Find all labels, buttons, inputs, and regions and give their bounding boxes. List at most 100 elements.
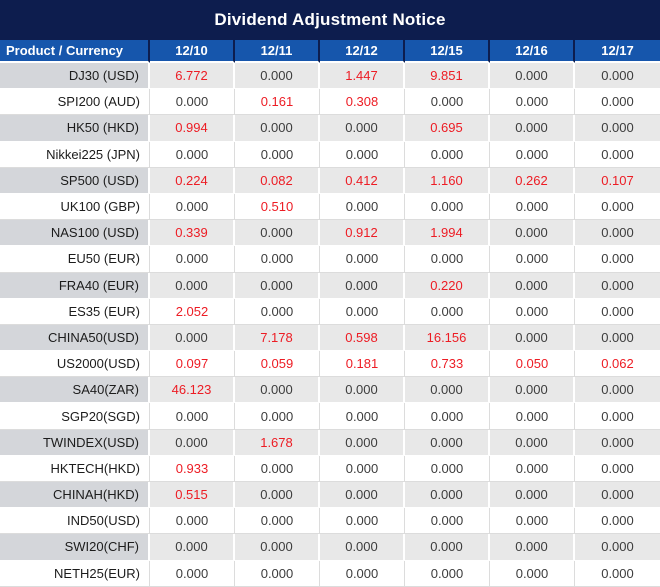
dividend-value: 0.050	[490, 351, 575, 378]
dividend-value: 0.000	[575, 508, 660, 535]
column-header-date-5: 12/16	[490, 40, 575, 63]
table-row: US2000(USD) 0.097 0.059 0.181 0.733 0.050 0.06…	[0, 351, 660, 378]
table-row: TWINDEX(USD) 0.000 1.678 0.000 0.000 0.000 0.0…	[0, 429, 660, 456]
dividend-value: 0.000	[235, 141, 320, 168]
dividend-value: 0.912	[320, 220, 405, 247]
dividend-value: 0.695	[405, 115, 490, 142]
dividend-value: 0.000	[235, 298, 320, 325]
dividend-value: 0.000	[320, 429, 405, 456]
column-header-date-2: 12/11	[235, 40, 320, 63]
dividend-value: 0.000	[235, 534, 320, 561]
dividend-value: 0.161	[235, 89, 320, 116]
table-row: UK100 (GBP) 0.000 0.510 0.000 0.000 0.000 0.00…	[0, 193, 660, 221]
dividend-value: 1.678	[235, 429, 320, 456]
product-label: UK100 (GBP)	[0, 193, 150, 221]
dividend-value: 0.000	[405, 377, 490, 404]
dividend-value: 0.000	[150, 534, 235, 561]
table-row: HKTECH(HKD) 0.933 0.000 0.000 0.000 0.000 0.00…	[0, 455, 660, 482]
dividend-value: 0.062	[575, 351, 660, 378]
dividend-value: 0.082	[235, 167, 320, 194]
dividend-value: 0.000	[320, 246, 405, 273]
dividend-value: 0.000	[575, 298, 660, 325]
column-header-date-6: 12/17	[575, 40, 660, 63]
table-row: SA40(ZAR) 46.123 0.000 0.000 0.000 0.000 0.000	[0, 377, 660, 404]
product-label: HKTECH(HKD)	[0, 455, 150, 482]
dividend-value: 0.224	[150, 167, 235, 194]
table-body: DJ30 (USD) 6.772 0.000 1.447 9.851 0.000 0.000…	[0, 63, 660, 587]
dividend-value: 0.000	[320, 115, 405, 142]
dividend-value: 0.000	[320, 272, 405, 299]
dividend-value: 0.000	[405, 560, 490, 587]
dividend-value: 0.733	[405, 351, 490, 378]
product-label: SGP20(SGD)	[0, 403, 150, 430]
dividend-value: 0.262	[490, 167, 575, 194]
dividend-value: 0.000	[575, 89, 660, 116]
dividend-value: 0.000	[150, 429, 235, 456]
dividend-value: 0.000	[405, 455, 490, 482]
dividend-value: 0.000	[490, 560, 575, 587]
product-label: SWI20(CHF)	[0, 534, 150, 561]
dividend-value: 0.000	[490, 429, 575, 456]
table-row: NETH25(EUR) 0.000 0.000 0.000 0.000 0.000 0.00…	[0, 560, 660, 587]
table-row: SPI200 (AUD) 0.000 0.161 0.308 0.000 0.000 0.0…	[0, 89, 660, 116]
product-label: NAS100 (USD)	[0, 220, 150, 247]
dividend-value: 0.107	[575, 167, 660, 194]
dividend-value: 0.220	[405, 272, 490, 299]
dividend-value: 0.000	[235, 560, 320, 587]
dividend-value: 0.000	[575, 193, 660, 221]
dividend-value: 0.000	[490, 508, 575, 535]
dividend-value: 0.000	[405, 508, 490, 535]
table-row: NAS100 (USD) 0.339 0.000 0.912 1.994 0.000 0.0…	[0, 220, 660, 247]
dividend-value: 0.000	[235, 63, 320, 90]
dividend-value: 1.994	[405, 220, 490, 247]
dividend-value: 0.000	[150, 272, 235, 299]
product-label: SP500 (USD)	[0, 167, 150, 194]
dividend-value: 0.994	[150, 115, 235, 142]
dividend-value: 0.000	[490, 377, 575, 404]
dividend-value: 1.447	[320, 63, 405, 90]
dividend-value: 0.000	[150, 324, 235, 352]
dividend-value: 0.000	[150, 246, 235, 273]
dividend-value: 0.000	[150, 508, 235, 535]
panel-title: Dividend Adjustment Notice	[0, 0, 660, 40]
table-row: SWI20(CHF) 0.000 0.000 0.000 0.000 0.000 0.000	[0, 534, 660, 561]
dividend-value: 0.000	[405, 298, 490, 325]
table-row: ES35 (EUR) 2.052 0.000 0.000 0.000 0.000 0.000	[0, 298, 660, 325]
product-label: NETH25(EUR)	[0, 560, 150, 587]
product-label: FRA40 (EUR)	[0, 272, 150, 299]
dividend-value: 0.000	[150, 193, 235, 221]
dividend-value: 0.000	[575, 482, 660, 509]
product-label: Nikkei225 (JPN)	[0, 141, 150, 168]
dividend-value: 0.000	[490, 115, 575, 142]
dividend-value: 0.000	[320, 560, 405, 587]
dividend-value: 16.156	[405, 324, 490, 352]
product-label: CHINAH(HKD)	[0, 482, 150, 509]
dividend-value: 0.598	[320, 324, 405, 352]
dividend-value: 0.000	[490, 246, 575, 273]
dividend-value: 0.000	[405, 246, 490, 273]
dividend-value: 0.412	[320, 167, 405, 194]
dividend-value: 0.000	[235, 115, 320, 142]
dividend-value: 0.000	[235, 220, 320, 247]
dividend-value: 6.772	[150, 63, 235, 90]
dividend-value: 0.000	[150, 403, 235, 430]
dividend-value: 0.000	[405, 141, 490, 168]
dividend-value: 0.000	[150, 89, 235, 116]
product-label: SA40(ZAR)	[0, 377, 150, 404]
dividend-value: 0.000	[320, 193, 405, 221]
dividend-value: 0.000	[490, 298, 575, 325]
dividend-value: 0.000	[575, 324, 660, 352]
table-row: SGP20(SGD) 0.000 0.000 0.000 0.000 0.000 0.000	[0, 403, 660, 430]
column-header-date-3: 12/12	[320, 40, 405, 63]
column-header-date-1: 12/10	[150, 40, 235, 63]
dividend-value: 0.000	[320, 482, 405, 509]
dividend-value: 0.000	[575, 220, 660, 247]
dividend-value: 0.000	[235, 272, 320, 299]
dividend-value: 9.851	[405, 63, 490, 90]
product-label: ES35 (EUR)	[0, 298, 150, 325]
dividend-value: 0.000	[235, 377, 320, 404]
table-row: CHINAH(HKD) 0.515 0.000 0.000 0.000 0.000 0.00…	[0, 482, 660, 509]
table-row: DJ30 (USD) 6.772 0.000 1.447 9.851 0.000 0.000	[0, 63, 660, 90]
table-row: Nikkei225 (JPN) 0.000 0.000 0.000 0.000 0.000…	[0, 141, 660, 168]
dividend-value: 0.000	[575, 429, 660, 456]
